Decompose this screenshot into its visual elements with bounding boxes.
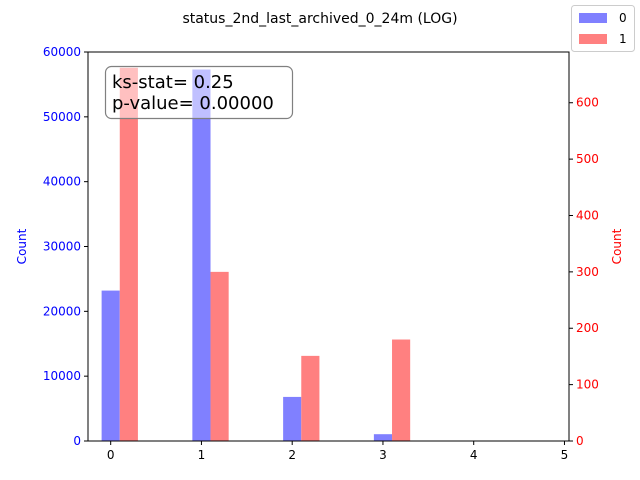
right-y-tick-label: 600 [576,96,599,110]
bar-series-1-3 [392,339,411,441]
left-y-tick-label: 30000 [43,240,81,254]
right-y-tick-label: 400 [576,208,599,222]
legend-label-1: 1 [619,32,627,46]
left-y-tick-label: 0 [73,434,81,448]
right-y-tick-label: 500 [576,152,599,166]
left-y-tick-label: 20000 [43,304,81,318]
bar-series-1-0 [119,67,138,441]
left-y-tick-label: 40000 [43,175,81,189]
bar-series-0-0 [101,290,120,441]
right-y-axis-label: Count [610,228,624,264]
x-tick-label: 2 [288,448,296,462]
bar-series-0-1 [192,69,211,441]
left-y-tick-label: 50000 [43,110,81,124]
bar-series-1-1 [210,271,229,441]
stats-annotation-line: ks-stat= 0.25 [112,72,234,93]
left-y-tick-label: 60000 [43,45,81,59]
bar-series-0-2 [283,396,302,441]
legend-label-0: 0 [619,11,627,25]
right-y-tick-label: 200 [576,321,599,335]
legend-swatch-0 [579,13,607,23]
stats-annotation-line: p-value= 0.00000 [112,93,274,114]
bar-series-1-2 [301,355,320,441]
chart-title: status_2nd_last_archived_0_24m (LOG) [182,11,457,27]
x-tick-label: 1 [198,448,206,462]
left-y-axis-label: Count [15,228,29,264]
x-tick-label: 0 [107,448,115,462]
bar-series-0-3 [373,434,393,441]
x-tick-label: 4 [470,448,478,462]
stats-annotation-box [104,65,294,120]
left-y-tick-label: 10000 [43,369,81,383]
legend-swatch-1 [579,34,607,44]
right-y-tick-label: 100 [576,378,599,392]
right-y-tick-label: 300 [576,265,599,279]
right-y-tick-label: 0 [576,434,584,448]
x-tick-label: 3 [379,448,387,462]
x-tick-label: 5 [561,448,569,462]
